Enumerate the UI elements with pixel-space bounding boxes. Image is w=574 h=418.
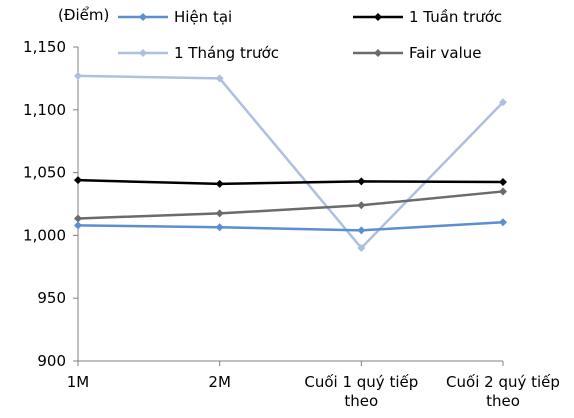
y-tick-label: 1,100 [23, 101, 66, 119]
x-tick-label: Cuối 1 quý tiếp theo [304, 373, 418, 410]
legend: Hiện tại 1 Tuần trước 1 Tháng trước Fair va… [118, 8, 502, 62]
data-point [215, 74, 224, 83]
legend-label: 1 Tháng trước [174, 44, 279, 62]
data-point [357, 226, 366, 235]
x-tick-label: Cuối 2 quý tiếp theo [446, 373, 560, 410]
data-point [499, 218, 507, 227]
legend-swatch-marker [374, 13, 382, 21]
legend-label: Fair value [409, 44, 482, 62]
data-point [357, 201, 366, 210]
data-point [357, 177, 366, 186]
axes [73, 46, 504, 366]
data-point [74, 176, 82, 185]
series-line [77, 74, 504, 250]
data-point [499, 98, 507, 107]
series-line [77, 220, 504, 232]
data-point [74, 221, 82, 230]
y-tick-label: 900 [37, 352, 66, 370]
data-point [215, 223, 224, 232]
y-axis-unit-label: (Điểm) [58, 6, 109, 24]
series-line [77, 190, 504, 220]
data-point [215, 179, 224, 188]
legend-label: Hiện tại [174, 8, 232, 26]
y-tick-label: 1,000 [23, 226, 66, 244]
legend-swatch-marker [374, 49, 382, 57]
data-point [74, 214, 82, 223]
x-tick-label: 2M [208, 373, 231, 391]
tick-labels: 900 950 1,000 1,050 1,100 1,150 1M 2M Cuối 1 quý… [23, 38, 560, 410]
x-tick-label: 1M [67, 373, 90, 391]
data-point [74, 71, 82, 80]
data-point [215, 209, 224, 218]
series-layer [74, 71, 507, 252]
series-line [77, 178, 504, 186]
legend-swatch-marker [139, 49, 147, 57]
data-point [499, 187, 507, 196]
y-tick-label: 1,050 [23, 164, 66, 182]
legend-swatch-marker [139, 13, 147, 21]
y-tick-label: 1,150 [23, 38, 66, 56]
legend-label: 1 Tuần trước [409, 8, 502, 26]
y-tick-label: 950 [37, 289, 66, 307]
data-point [499, 178, 507, 187]
data-point [357, 243, 366, 252]
